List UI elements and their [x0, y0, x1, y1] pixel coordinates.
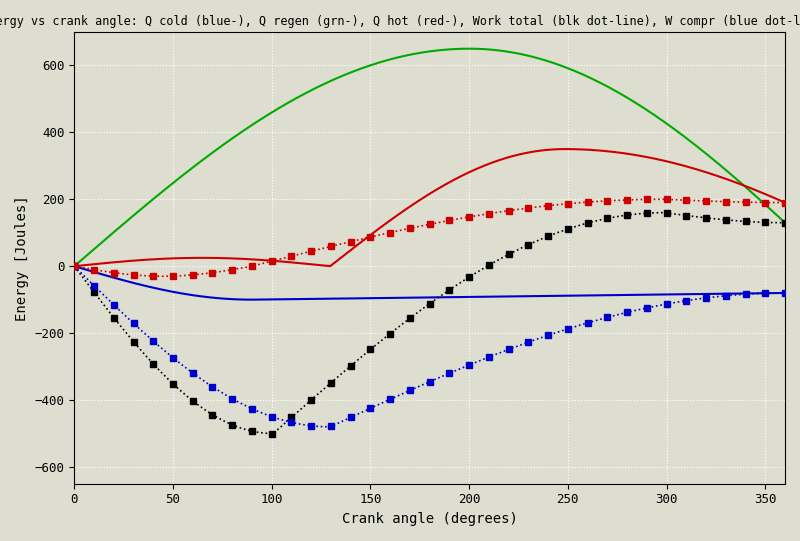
Title: Cumulative Cycle Energy vs crank angle: Q cold (blue-), Q regen (grn-), Q hot (r: Cumulative Cycle Energy vs crank angle: … — [0, 15, 800, 28]
X-axis label: Crank angle (degrees): Crank angle (degrees) — [342, 512, 518, 526]
Y-axis label: Energy [Joules]: Energy [Joules] — [15, 195, 29, 321]
